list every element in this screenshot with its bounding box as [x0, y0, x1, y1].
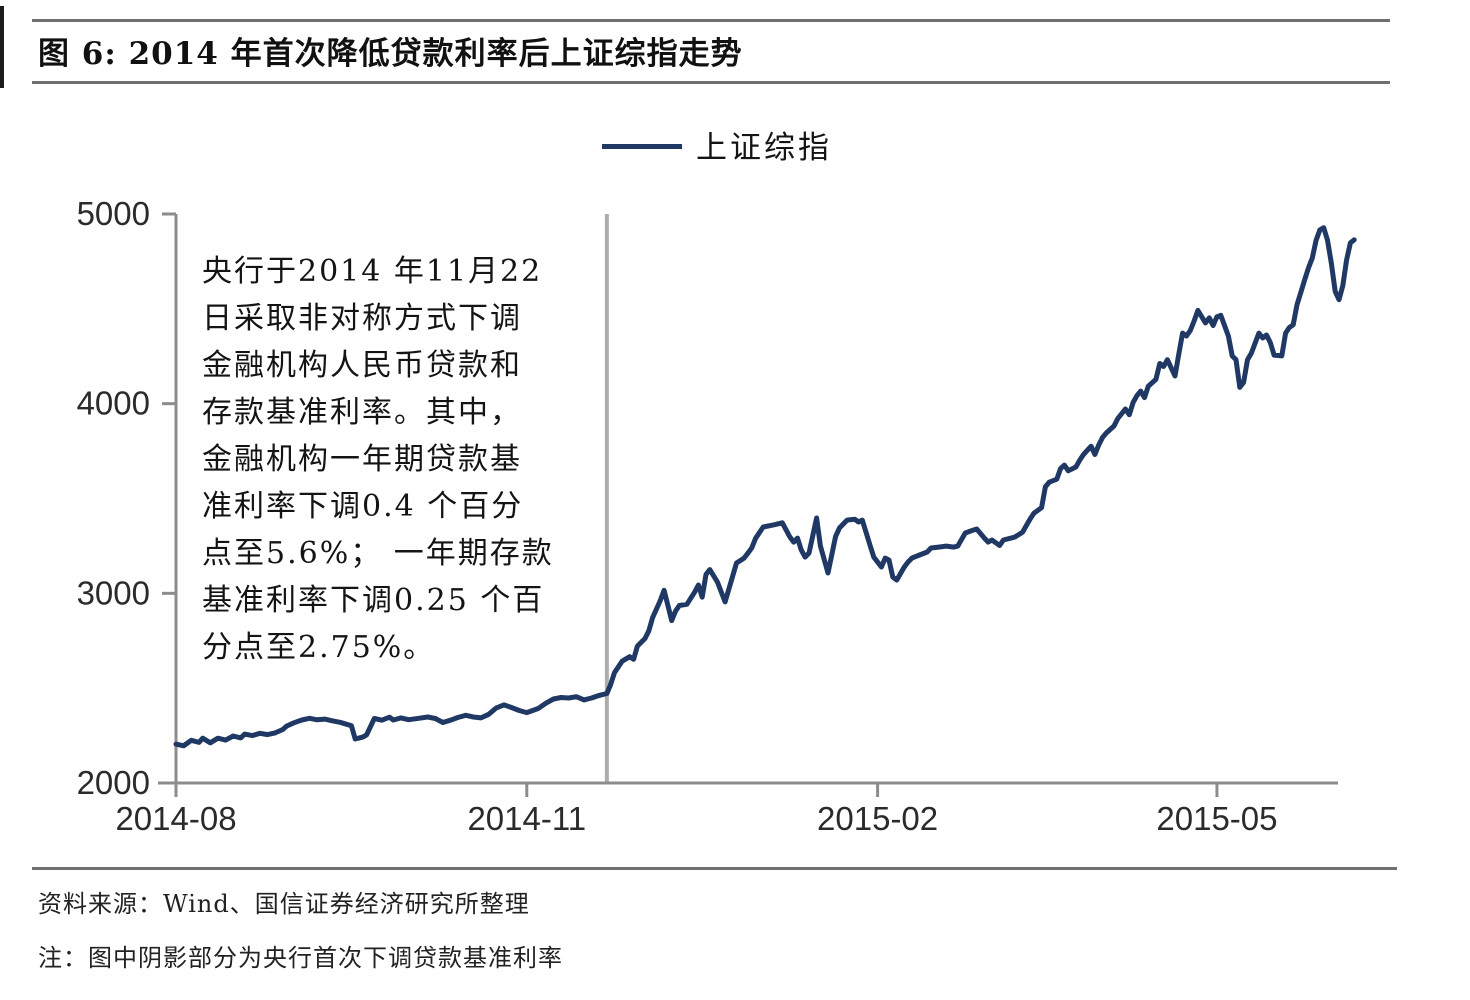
x-tick-label: 2015-05	[1156, 800, 1277, 837]
annotation-line: 准利率下调0.4 个百分	[202, 489, 524, 524]
event-annotation-text: 央行于2014 年11月22 日采取非对称方式下调 金融机构人民币贷款和 存款基…	[202, 248, 632, 671]
annotation-line: 央行于2014 年11月22	[202, 254, 543, 289]
chart-legend: 上证综指	[602, 122, 832, 167]
title-bottom-rule	[32, 81, 1390, 84]
annotation-line: 日采取非对称方式下调	[202, 301, 522, 336]
legend-line-swatch	[602, 144, 682, 149]
sse-index-series-line	[173, 225, 1357, 749]
figure-title: 图 6: 2014 年首次降低贷款利率后上证综指走势	[38, 36, 743, 72]
legend-series-label: 上证综指	[696, 130, 832, 166]
footer-rule	[32, 867, 1397, 870]
page-edge-mark	[0, 6, 4, 88]
y-tick-label: 3000	[77, 574, 150, 611]
y-tick-label: 4000	[77, 385, 150, 422]
x-tick-label: 2014-08	[115, 800, 236, 837]
annotation-line: 金融机构人民币贷款和	[202, 348, 522, 383]
title-top-rule	[32, 19, 1390, 22]
y-tick-label: 5000	[77, 195, 150, 232]
note-line: 注：图中阴影部分为央行首次下调贷款基准利率	[38, 944, 563, 972]
annotation-line: 存款基准利率。其中，	[202, 395, 522, 430]
annotation-line: 基准利率下调0.25 个百	[202, 583, 545, 618]
y-tick-label: 2000	[77, 764, 150, 801]
annotation-line: 金融机构一年期贷款基	[202, 442, 522, 477]
annotation-line: 分点至2.75%。	[202, 630, 436, 665]
source-line: 资料来源：Wind、国信证券经济研究所整理	[38, 890, 530, 918]
x-tick-label: 2014-11	[467, 800, 586, 837]
annotation-line: 点至5.6%； 一年期存款	[202, 536, 554, 571]
x-tick-label: 2015-02	[817, 800, 938, 837]
